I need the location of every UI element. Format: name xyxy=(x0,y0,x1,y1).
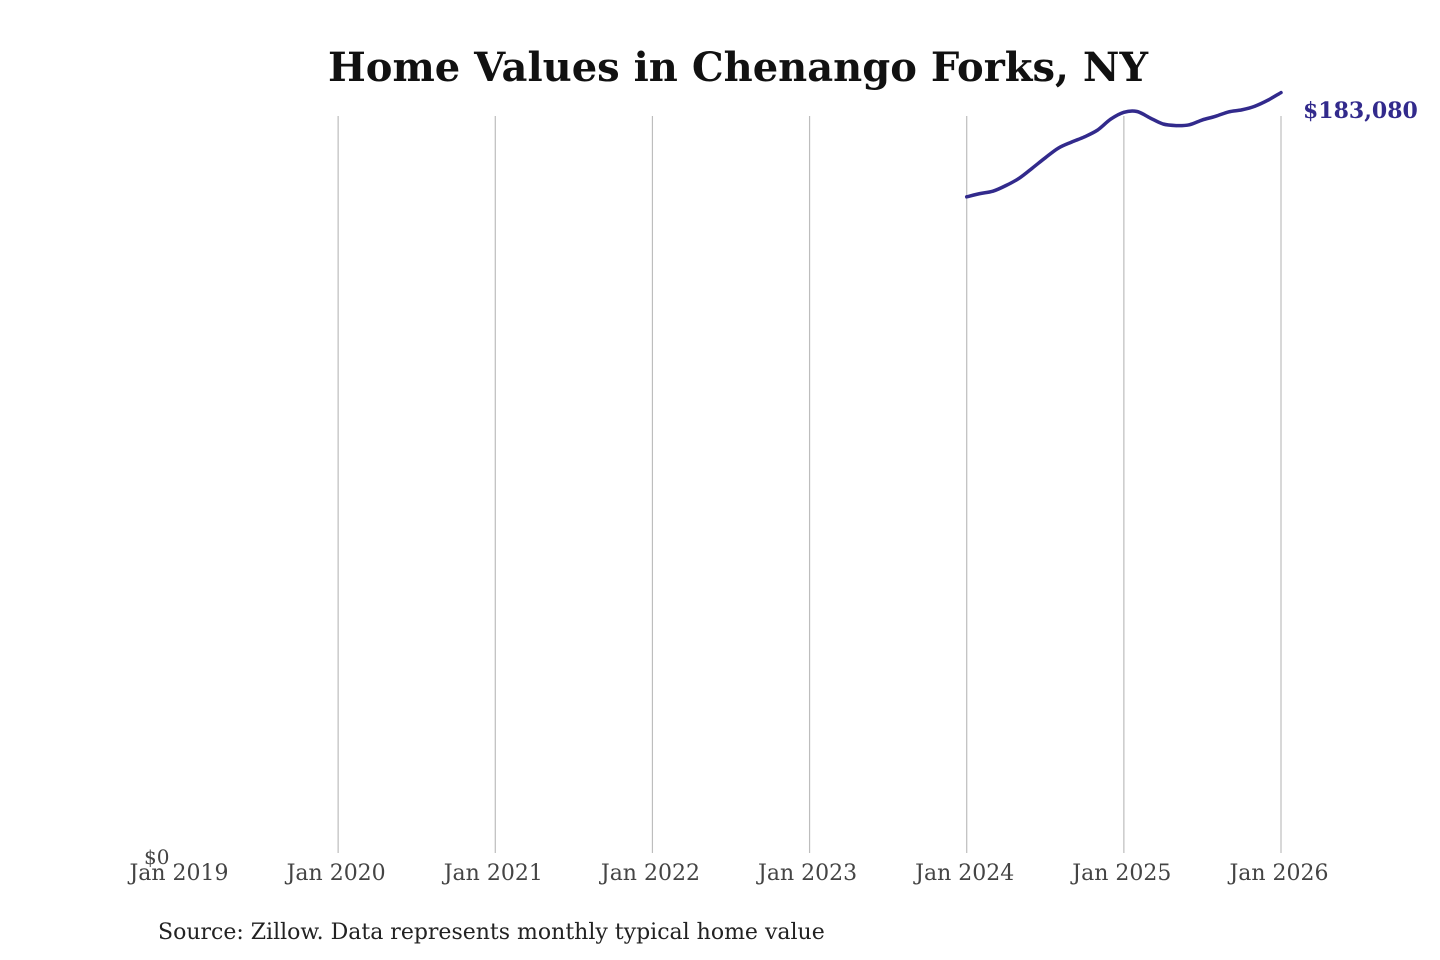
data-point xyxy=(991,189,995,193)
data-point xyxy=(1279,91,1283,95)
y-axis-tick-labels: $0 xyxy=(144,845,169,869)
data-point xyxy=(1161,122,1165,126)
x-tick-label: Jan 2024 xyxy=(913,861,1014,886)
chart-title: Home Values in Chenango Forks, NY xyxy=(328,44,1148,91)
data-point xyxy=(1070,140,1073,144)
data-point xyxy=(1240,108,1244,112)
data-point xyxy=(1122,110,1126,114)
series-layer xyxy=(964,90,1283,199)
data-point xyxy=(965,195,969,199)
data-point xyxy=(1227,110,1231,114)
data-point xyxy=(1135,110,1139,113)
data-point xyxy=(1004,184,1008,187)
x-tick-label: Jan 2019 xyxy=(127,861,228,886)
data-point xyxy=(978,192,982,196)
x-tick-label: Jan 2022 xyxy=(599,861,700,886)
x-tick-label: Jan 2021 xyxy=(442,861,543,886)
x-tick-label: Jan 2025 xyxy=(1070,861,1171,886)
x-tick-label: Jan 2026 xyxy=(1227,861,1328,886)
data-point xyxy=(1056,146,1060,150)
x-tick-label: Jan 2020 xyxy=(285,861,386,886)
data-point xyxy=(1187,123,1191,127)
vertical-gridlines xyxy=(337,116,1282,853)
data-point xyxy=(1200,118,1204,122)
data-point xyxy=(1148,116,1152,120)
data-point xyxy=(1174,124,1178,128)
data-point xyxy=(1017,176,1021,180)
end-value-label: $183,080 xyxy=(1303,98,1418,124)
source-note: Source: Zillow. Data represents monthly … xyxy=(158,920,825,945)
data-point xyxy=(1266,98,1270,102)
data-point xyxy=(1214,114,1217,118)
data-point xyxy=(1083,135,1087,139)
x-axis-tick-labels: Jan 2019 Jan 2020 Jan 2021 Jan 2022 Jan 2023… xyxy=(127,861,1328,886)
x-tick-label: Jan 2023 xyxy=(756,861,857,886)
data-point xyxy=(1253,104,1257,108)
data-point xyxy=(1043,156,1047,160)
data-point xyxy=(1030,166,1034,170)
y-tick-label: $0 xyxy=(144,845,169,869)
data-point xyxy=(1096,128,1100,132)
data-point xyxy=(1109,117,1113,121)
